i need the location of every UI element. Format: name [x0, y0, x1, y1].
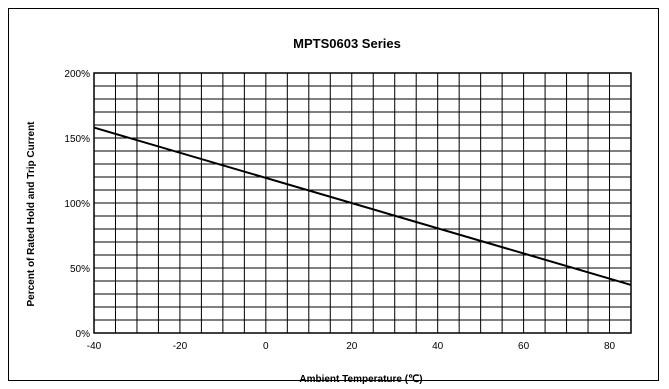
plot-border: [93, 72, 632, 334]
y-axis-label: Percent of Rated Hold and Trip Current: [26, 121, 37, 307]
x-tick-label: 60: [518, 341, 530, 352]
x-tick-label: 40: [432, 341, 444, 352]
y-tick-label: 50%: [70, 264, 90, 275]
chart-frame: [8, 8, 659, 381]
x-axis-label: Ambient Temperature (℃): [299, 374, 422, 385]
series-layer: [93, 126, 632, 286]
chart-title: MPTS0603 Series: [293, 36, 401, 51]
y-tick-label: 150%: [64, 134, 90, 145]
y-tick-label: 100%: [64, 199, 90, 210]
x-tick-label: 80: [604, 341, 616, 352]
x-tick-label: 20: [346, 341, 358, 352]
y-tick-label: 200%: [64, 69, 90, 80]
grid: [93, 72, 632, 334]
x-tick-label: -20: [173, 341, 188, 352]
x-tick-label: -40: [87, 341, 102, 352]
tick-labels: -40 -20 0 20 40 60 80 0% 50% 100% 150% 200%: [64, 69, 615, 352]
y-tick-label: 0%: [76, 329, 91, 340]
series-line: [93, 126, 632, 286]
x-tick-label: 0: [263, 341, 269, 352]
